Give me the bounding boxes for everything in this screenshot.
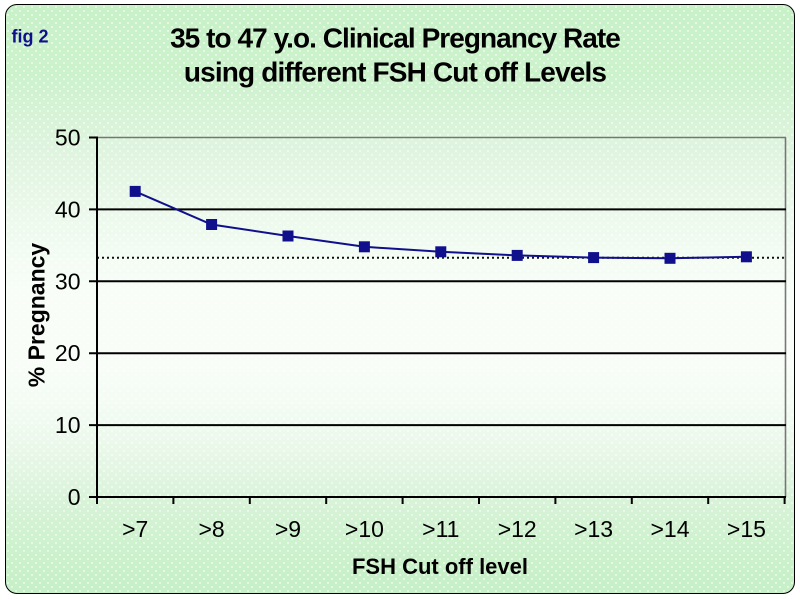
svg-text:fig 2: fig 2	[12, 27, 49, 47]
svg-text:using different FSH Cut off Le: using different FSH Cut off Levels	[184, 57, 607, 88]
svg-text:% Pregnancy: % Pregnancy	[24, 243, 50, 388]
svg-text:>14: >14	[650, 516, 689, 542]
svg-text:>9: >9	[275, 516, 301, 542]
svg-text:FSH Cut off level: FSH Cut off level	[352, 554, 528, 579]
svg-text:>8: >8	[198, 516, 224, 542]
svg-text:0: 0	[68, 484, 81, 510]
svg-text:>10: >10	[345, 516, 384, 542]
svg-text:>12: >12	[498, 516, 537, 542]
svg-text:30: 30	[55, 268, 81, 294]
svg-text:10: 10	[55, 412, 81, 438]
svg-text:50: 50	[55, 125, 81, 151]
svg-text:>13: >13	[574, 516, 613, 542]
svg-text:40: 40	[55, 196, 81, 222]
svg-text:>7: >7	[122, 516, 148, 542]
svg-text:20: 20	[55, 340, 81, 366]
svg-text:35 to 47 y.o. Clinical Pregnan: 35 to 47 y.o. Clinical Pregnancy Rate	[170, 23, 620, 54]
svg-text:>15: >15	[727, 516, 766, 542]
svg-text:>11: >11	[422, 516, 459, 542]
